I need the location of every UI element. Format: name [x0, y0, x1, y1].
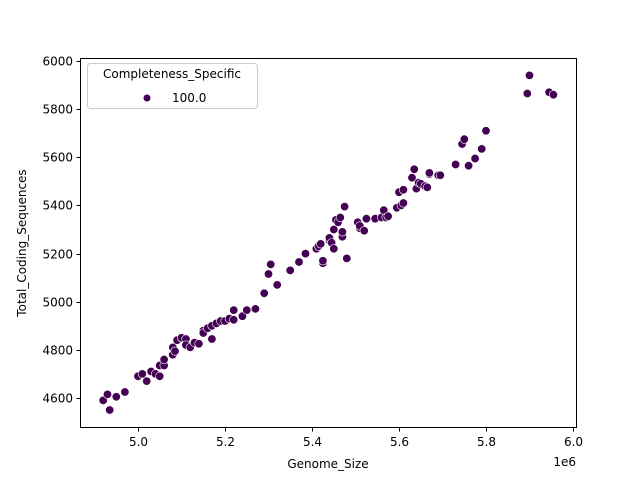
y-tick-label: 5800	[42, 103, 73, 117]
x-tick-label: 5.2	[216, 435, 235, 449]
data-point	[337, 227, 347, 237]
data-point	[383, 211, 393, 221]
data-point	[548, 90, 558, 100]
data-point	[318, 256, 328, 266]
data-point	[424, 168, 434, 178]
data-point	[470, 154, 480, 164]
y-tick-label: 5200	[42, 248, 73, 262]
data-point	[170, 346, 180, 356]
legend: Completeness_Specific 100.0	[87, 63, 258, 109]
data-point	[335, 213, 345, 223]
data-point	[155, 371, 165, 381]
legend-box	[87, 63, 258, 109]
y-tick-label: 5400	[42, 199, 73, 213]
data-point	[266, 259, 276, 269]
y-axis-label: Total_Coding_Sequences	[15, 169, 29, 317]
x-tick-label: 6.0	[564, 435, 583, 449]
data-point	[481, 126, 491, 136]
legend-title: Completeness_Specific	[103, 67, 241, 81]
data-point	[316, 239, 326, 249]
data-point	[105, 405, 115, 415]
data-point	[464, 161, 474, 171]
data-point	[229, 315, 239, 325]
y-axis-ticks: 4600 4800 5000 5200 5400 5600 5800 6000	[42, 55, 81, 406]
data-point	[300, 249, 310, 259]
data-point	[398, 185, 408, 195]
data-point	[242, 305, 252, 315]
data-point	[359, 226, 369, 236]
x-tick-label: 5.6	[390, 435, 409, 449]
data-point	[159, 354, 169, 364]
legend-entry-label: 100.0	[172, 91, 206, 105]
data-point	[103, 389, 113, 399]
data-point	[137, 369, 147, 379]
data-point	[294, 257, 304, 267]
y-tick-label: 5000	[42, 296, 73, 310]
data-point	[524, 70, 534, 80]
data-point	[451, 160, 461, 170]
data-point	[285, 265, 295, 275]
x-axis-offset-label: 1e6	[553, 455, 576, 469]
data-point	[342, 253, 352, 263]
x-axis-label: Genome_Size	[287, 457, 368, 471]
data-point	[340, 202, 350, 212]
data-point	[398, 198, 408, 208]
data-point	[120, 387, 130, 397]
x-axis-ticks: 5.0 5.2 5.4 5.6 5.8 6.0	[129, 427, 583, 449]
data-point	[522, 89, 532, 99]
data-point	[407, 173, 417, 183]
y-tick-label: 4800	[42, 344, 73, 358]
x-tick-label: 5.0	[129, 435, 148, 449]
y-tick-label: 5600	[42, 151, 73, 165]
data-point	[259, 288, 269, 298]
x-tick-label: 5.8	[477, 435, 496, 449]
y-tick-label: 6000	[42, 55, 73, 69]
data-point	[329, 225, 339, 235]
data-point	[422, 182, 432, 192]
data-point	[237, 311, 247, 321]
x-tick-label: 5.4	[303, 435, 322, 449]
data-point	[263, 269, 273, 279]
data-point	[477, 144, 487, 154]
scatter-points	[98, 70, 558, 415]
data-point	[250, 304, 260, 314]
data-point	[229, 305, 239, 315]
y-tick-label: 4600	[42, 392, 73, 406]
data-point	[111, 392, 121, 402]
data-point	[194, 339, 204, 349]
data-point	[272, 280, 282, 290]
axes-frame	[80, 58, 577, 428]
data-point	[142, 376, 152, 386]
data-point	[207, 334, 217, 344]
data-point	[435, 170, 445, 180]
data-point	[409, 164, 419, 174]
legend-marker-icon	[143, 94, 151, 102]
data-point	[361, 214, 371, 224]
data-point	[459, 134, 469, 144]
data-point	[329, 244, 339, 254]
